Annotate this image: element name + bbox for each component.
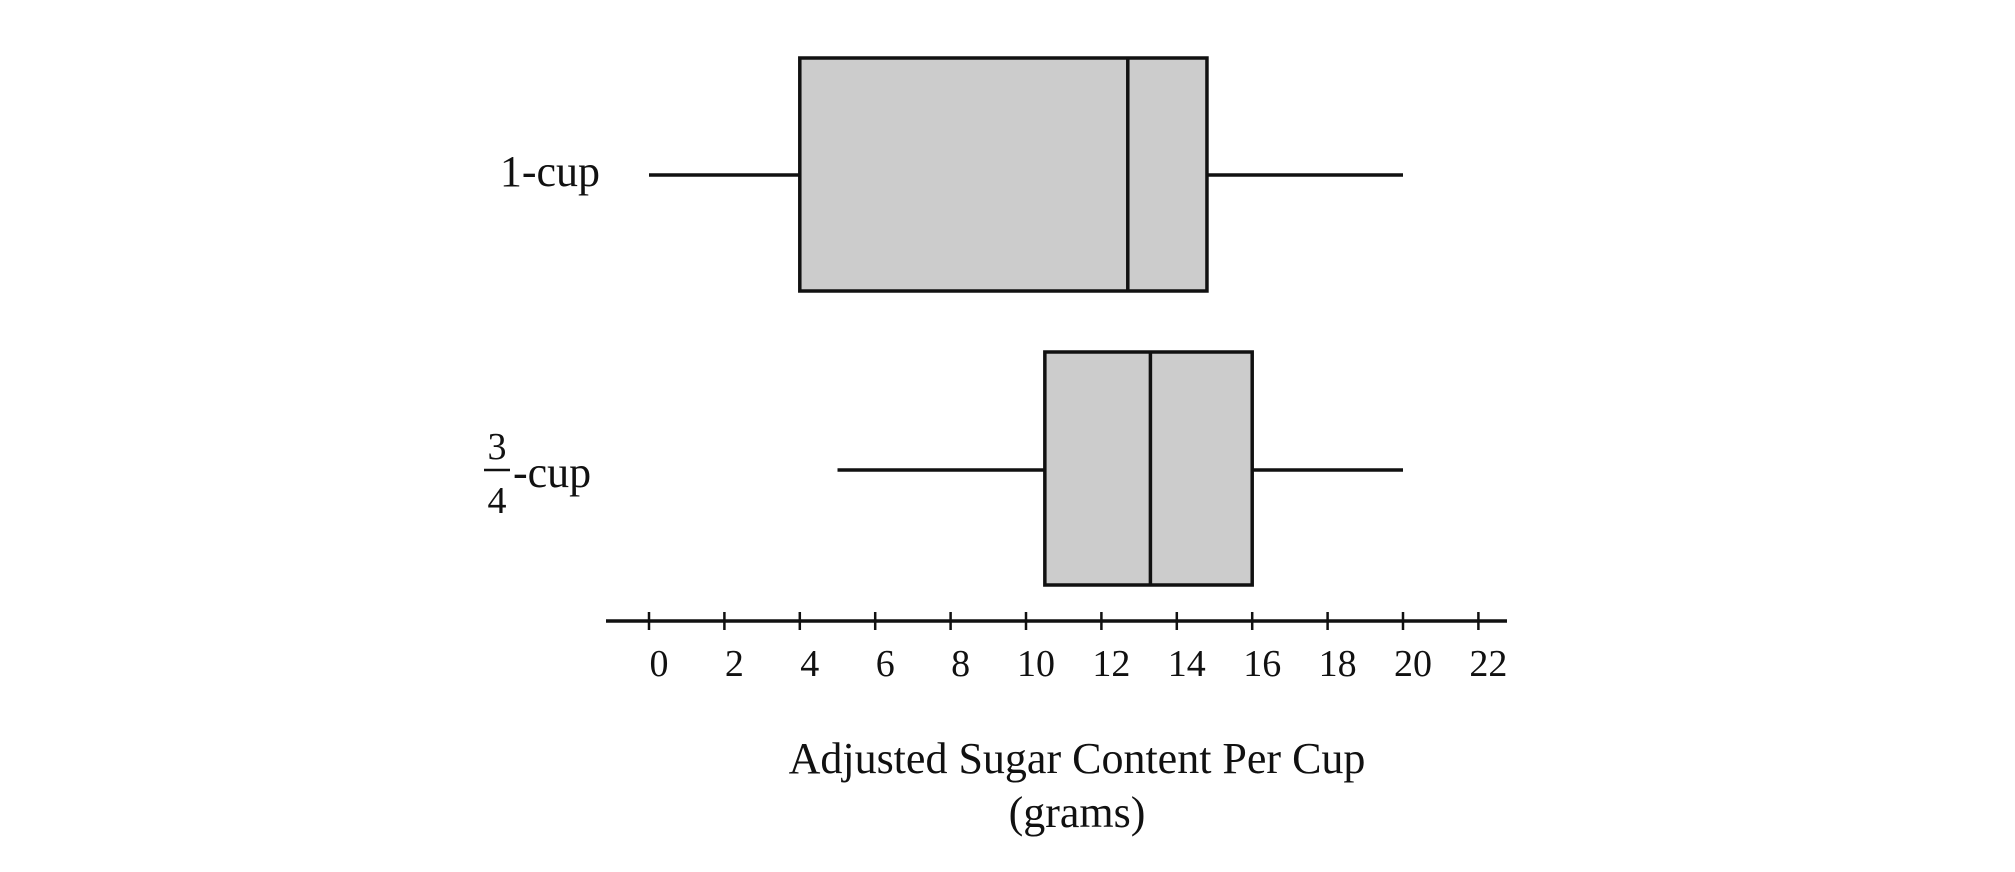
category-label-suffix: -cup: [513, 448, 591, 497]
x-tick-label: 22: [1469, 643, 1507, 685]
fraction-denominator: 4: [488, 480, 507, 522]
x-axis-title: Adjusted Sugar Content Per Cup: [789, 734, 1366, 783]
x-axis-units: (grams): [1009, 788, 1146, 837]
x-tick-label: 14: [1168, 643, 1206, 685]
category-label-1-cup: 1-cup: [500, 147, 600, 196]
x-tick-label: 0: [650, 643, 669, 685]
category-label-three-quarter-cup: 3 4 -cup: [484, 426, 591, 522]
x-tick-label: 8: [951, 643, 970, 685]
x-axis: 0 2 4 6 8 10 12 14 16 18 20 22: [606, 612, 1507, 685]
x-tick-label: 10: [1017, 643, 1055, 685]
iqr-box: [1043, 350, 1254, 587]
x-tick-label: 6: [876, 643, 895, 685]
boxplot-1-cup: [649, 56, 1403, 293]
boxplot-series-group: [649, 56, 1403, 587]
x-tick-label: 18: [1319, 643, 1357, 685]
x-tick-label: 12: [1092, 643, 1130, 685]
x-tick-label: 2: [725, 643, 744, 685]
boxplot-3-4-cup: [837, 350, 1403, 587]
category-label-text: 1-cup: [500, 147, 600, 196]
x-tick-label: 16: [1243, 643, 1281, 685]
fraction-numerator: 3: [488, 426, 507, 468]
x-tick-label: 4: [800, 643, 819, 685]
x-tick-label: 20: [1394, 643, 1432, 685]
iqr-box: [798, 56, 1209, 293]
